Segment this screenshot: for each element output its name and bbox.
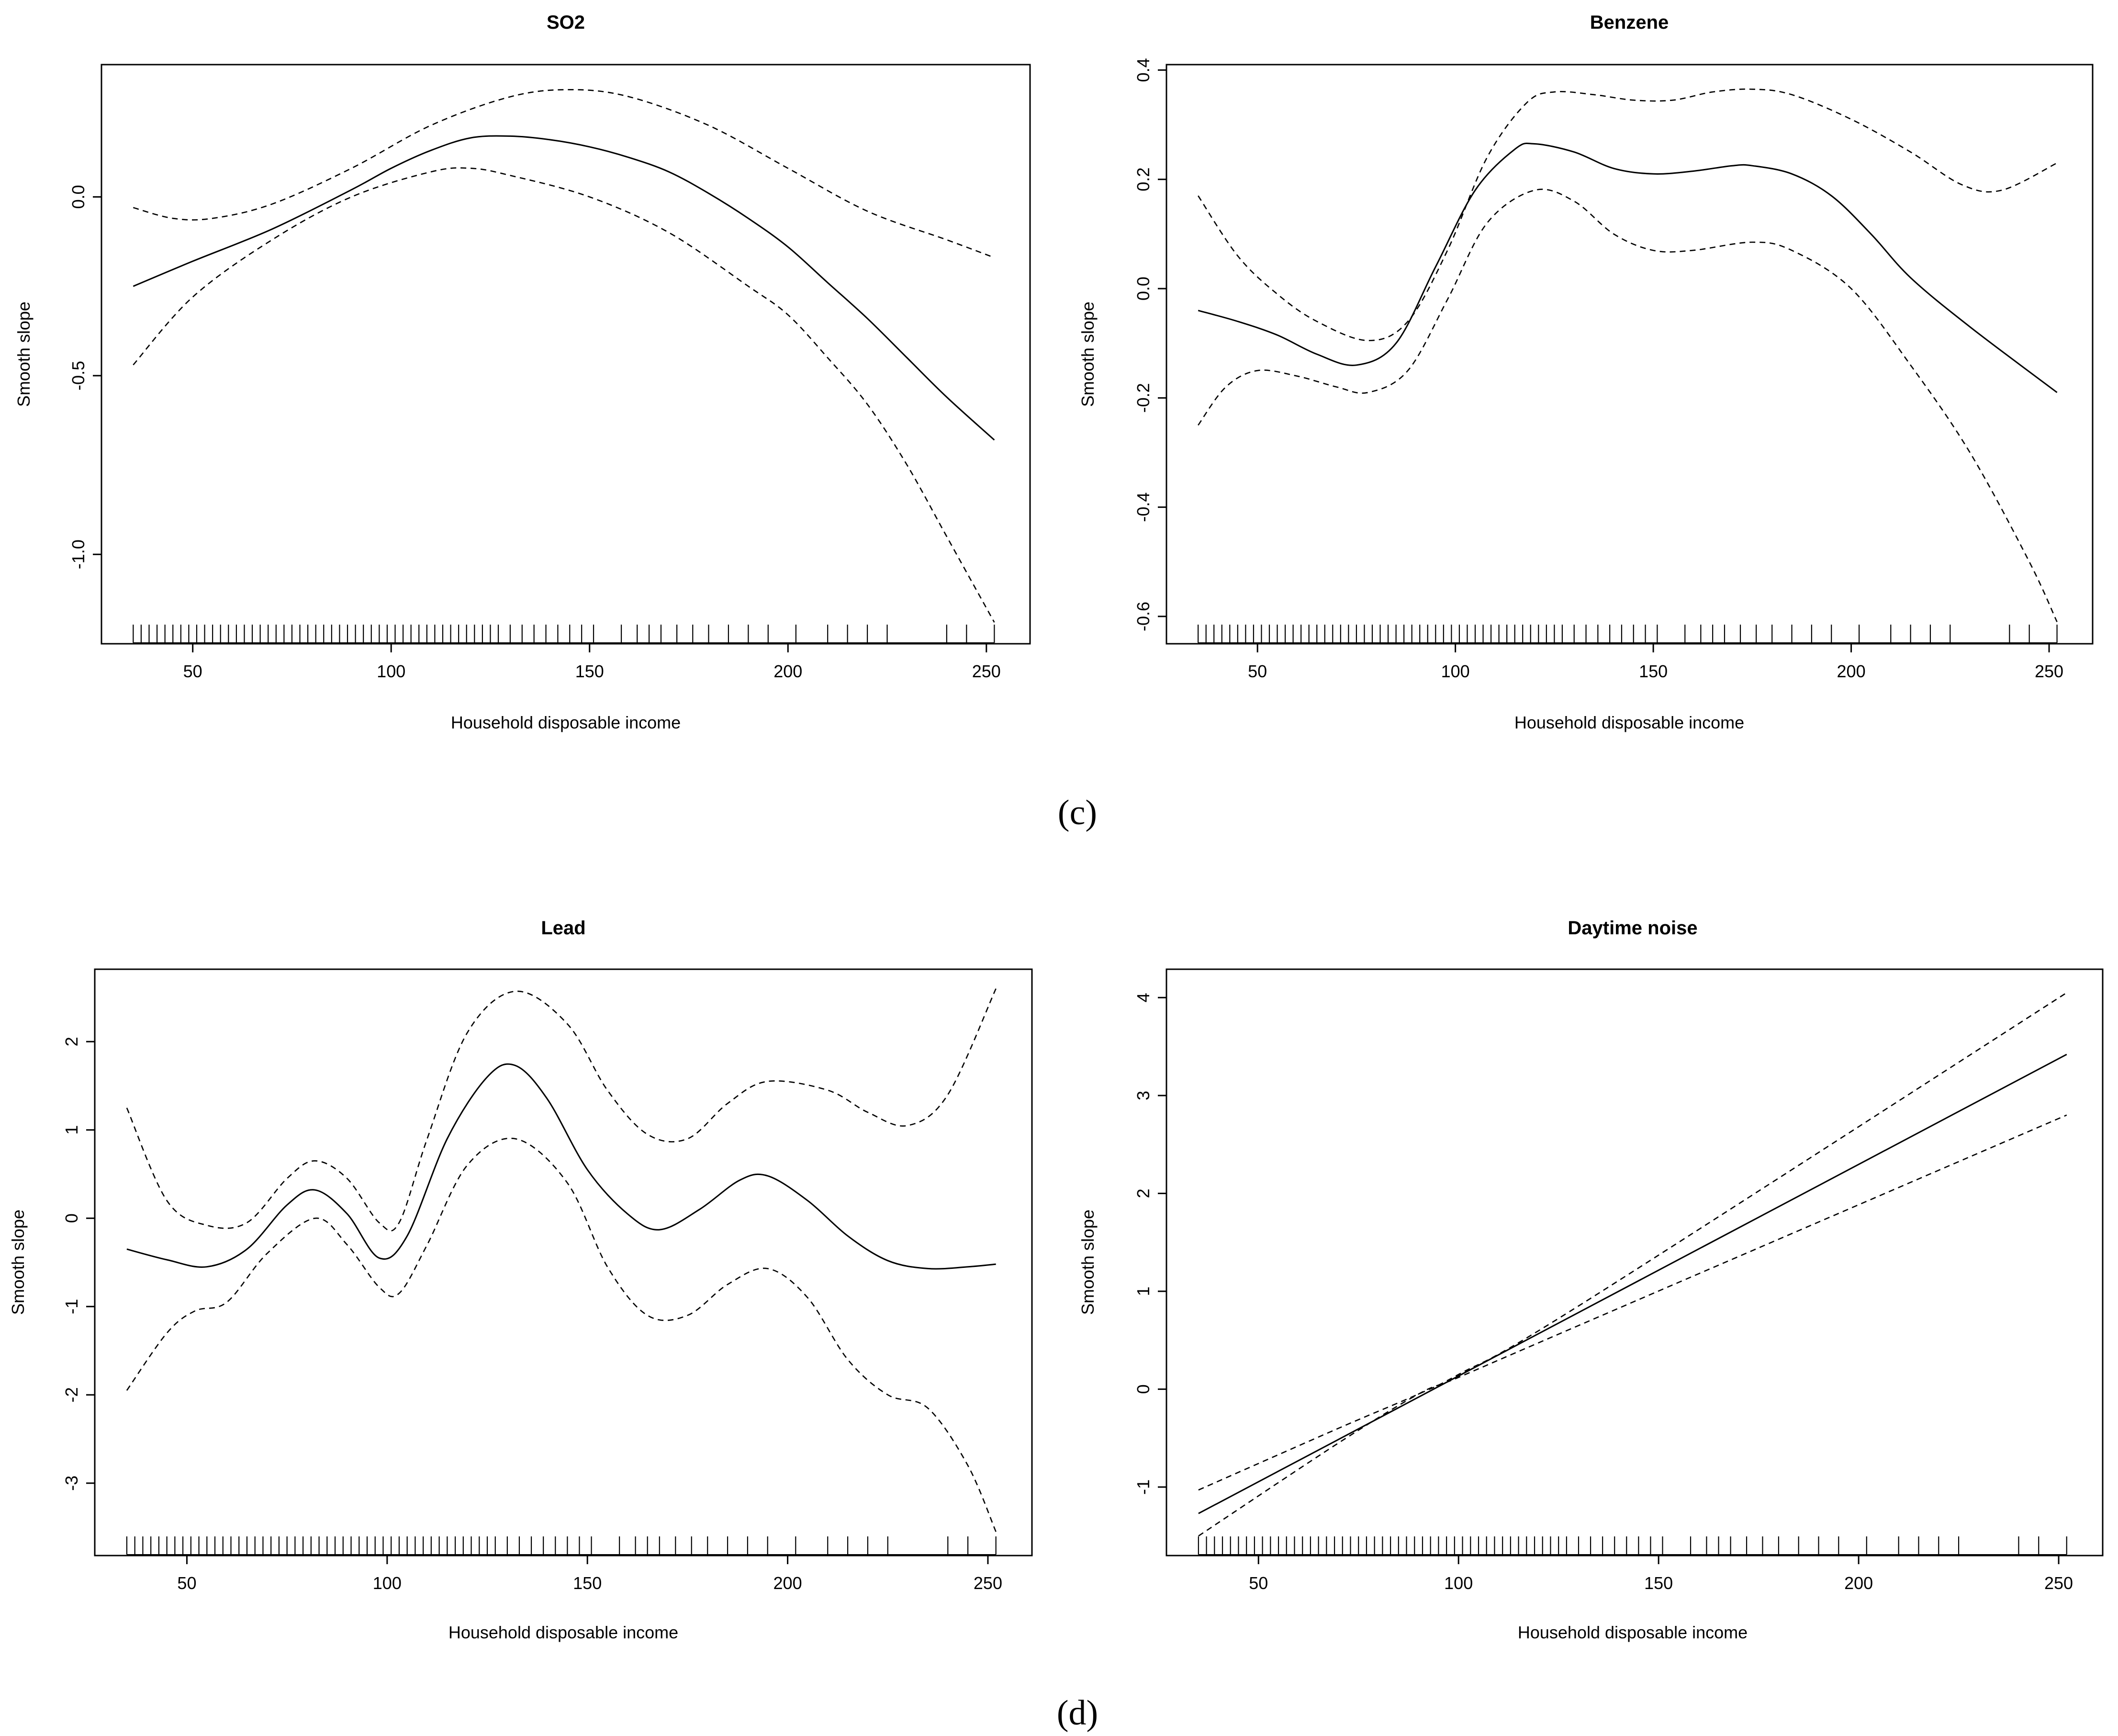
- x-tick-label: 100: [1441, 661, 1470, 681]
- y-tick-label: -0.2: [1133, 383, 1153, 413]
- chart-benzene: Benzene 50 100 150 200 250 0.4 0.2 0.0 -0.2 -0.4 -…: [1078, 12, 2094, 732]
- plot-frame: [94, 968, 1033, 1557]
- y-tick-label: 1: [62, 1125, 81, 1135]
- y-axis-label: Smooth slope: [8, 1210, 28, 1315]
- x-tick-label: 250: [972, 661, 1001, 681]
- x-tick-label: 200: [1844, 1573, 1873, 1593]
- y-tick-label: -0.6: [1133, 602, 1153, 631]
- x-tick-label: 150: [1644, 1573, 1673, 1593]
- y-tick-label: 0.4: [1133, 58, 1153, 82]
- chart-title: Benzene: [1590, 12, 1669, 33]
- y-tick-label: -1.0: [68, 539, 88, 569]
- x-tick-label: 150: [575, 661, 604, 681]
- x-tick-label: 100: [373, 1573, 402, 1593]
- series-line-upper: [126, 988, 997, 1232]
- y-tick-label: -2: [62, 1387, 81, 1402]
- y-tick-label: 2: [1133, 1188, 1153, 1198]
- y-tick-label: 0: [62, 1213, 81, 1223]
- x-tick-label: 150: [1639, 661, 1668, 681]
- x-tick-label: 200: [1837, 661, 1866, 681]
- x-tick-label: 250: [2044, 1573, 2073, 1593]
- chart-so2: SO2 50 100 150 200 250 0.0 -0.5 -1.0 Household …: [14, 12, 1031, 732]
- chart-title: SO2: [547, 12, 585, 33]
- x-tick-label: 250: [2035, 661, 2063, 681]
- y-tick-label: 3: [1133, 1091, 1153, 1100]
- x-tick-label: 250: [974, 1573, 1002, 1593]
- y-tick-label: 4: [1133, 993, 1153, 1002]
- y-tick-label: -1: [1133, 1479, 1153, 1495]
- chart-title: Lead: [541, 918, 585, 939]
- x-axis-label: Household disposable income: [451, 713, 681, 732]
- series-line-upper: [133, 89, 995, 258]
- marks: 50 100 150 200 250 0.4 0.2 0.0 -0.2 -0.4 -0.6: [1133, 58, 2063, 681]
- y-tick-label: -0.4: [1133, 493, 1153, 522]
- marks: 50 100 150 200 250 0.0 -0.5 -1.0: [68, 89, 1001, 681]
- y-tick-label: 2: [62, 1037, 81, 1046]
- y-tick-label: 0: [1133, 1384, 1153, 1394]
- y-axis-label: Smooth slope: [1078, 302, 1098, 407]
- series-line-lower: [133, 167, 995, 623]
- y-tick-label: 1: [1133, 1287, 1153, 1296]
- series-line-upper: [1198, 88, 2058, 341]
- y-tick-label: 0.0: [68, 185, 88, 209]
- x-tick-label: 100: [1444, 1573, 1473, 1593]
- x-axis-label: Household disposable income: [448, 1623, 678, 1642]
- caption-d: (d): [1057, 1693, 1098, 1733]
- series-line-estimate: [126, 1063, 996, 1270]
- x-tick-label: 50: [183, 661, 202, 681]
- x-tick-label: 200: [773, 1573, 802, 1593]
- series-line-upper: [1198, 992, 2067, 1491]
- marks: 50 100 150 200 250 4 3 2 1 0 -1: [1133, 992, 2073, 1593]
- y-tick-label: 0.2: [1133, 168, 1153, 191]
- plot-frame: [1165, 64, 2094, 645]
- y-axis-label: Smooth slope: [14, 302, 34, 407]
- x-tick-label: 50: [177, 1573, 196, 1593]
- chart-title: Daytime noise: [1568, 918, 1697, 939]
- x-tick-label: 50: [1249, 1573, 1268, 1593]
- y-tick-label: -0.5: [68, 361, 88, 391]
- series-line-estimate: [1198, 1053, 2067, 1514]
- series-line-lower: [126, 1138, 997, 1532]
- series-line-lower: [1198, 1114, 2067, 1537]
- y-axis-label: Smooth slope: [1078, 1210, 1098, 1315]
- caption-c: (c): [1058, 793, 1097, 832]
- chart-lead: Lead 50 100 150 200 250 2 1 0 -1 -2 -3 Household d…: [8, 918, 1033, 1642]
- plot-frame: [101, 64, 1031, 645]
- x-tick-label: 50: [1248, 661, 1267, 681]
- series-line-estimate: [1198, 142, 2058, 393]
- x-tick-label: 150: [573, 1573, 602, 1593]
- x-axis-label: Household disposable income: [1518, 1623, 1748, 1642]
- x-tick-label: 100: [377, 661, 405, 681]
- y-tick-label: 0.0: [1133, 277, 1153, 301]
- x-axis-label: Household disposable income: [1514, 713, 1744, 732]
- y-tick-label: -3: [62, 1476, 81, 1491]
- marks: 50 100 150 200 250 2 1 0 -1 -2 -3: [62, 988, 1002, 1593]
- x-tick-label: 200: [773, 661, 802, 681]
- plot-frame: [1165, 968, 2104, 1557]
- y-tick-label: -1: [62, 1299, 81, 1314]
- series-line-estimate: [133, 135, 995, 441]
- chart-daytime-noise: Daytime noise 50 100 150 200 250 4 3 2 1 0 -1 Hous…: [1078, 918, 2104, 1642]
- series-line-lower: [1198, 189, 2058, 622]
